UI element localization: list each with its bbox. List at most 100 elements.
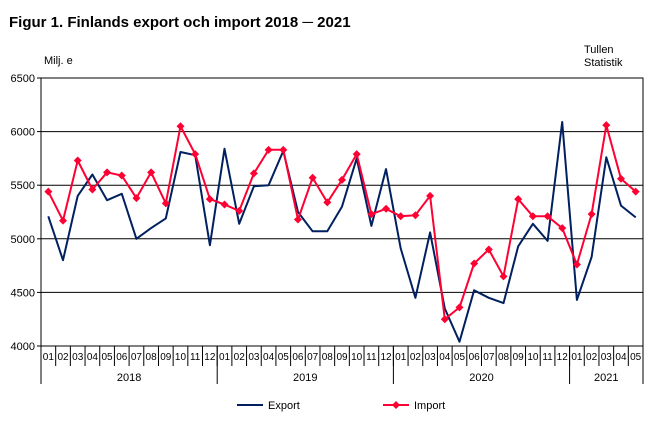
x-tick-label-month: 02 [586,352,598,363]
data-point-import [631,187,640,196]
x-tick-label-month: 03 [72,352,84,363]
data-point-import [88,185,97,194]
data-point-import [572,260,581,269]
data-point-import [235,206,244,215]
data-point-import [396,212,405,221]
legend-label-import: Import [414,400,445,412]
legend-label-export: Export [268,400,300,412]
data-point-import [191,150,200,159]
source-line-2: Statistik [584,57,623,69]
x-tick-label-month: 06 [116,352,128,363]
x-tick-label-month: 05 [630,352,642,363]
data-point-import [426,191,435,200]
x-tick-label-month: 05 [278,352,290,363]
x-tick-label-month: 01 [571,352,583,363]
x-tick-label-month: 09 [513,352,525,363]
data-point-import [161,199,170,208]
data-point-import [543,212,552,221]
x-tick-label-month: 12 [380,352,392,363]
x-tick-label-month: 04 [439,352,451,363]
plot-area-frame [40,77,644,347]
data-point-import [528,212,537,221]
x-tick-label-month: 03 [601,352,613,363]
x-tick-label-month: 08 [322,352,334,363]
x-tick-label-month: 09 [336,352,348,363]
y-unit-label: Milj. e [44,55,73,67]
x-tick-label-month: 03 [425,352,437,363]
data-point-import [279,145,288,154]
x-tick-label-month: 12 [204,352,216,363]
data-point-import [616,174,625,183]
data-point-import [59,216,68,225]
y-tick-label: 5000 [11,234,35,246]
legend-marker [392,401,400,409]
data-point-import [602,121,611,130]
x-tick-label-month: 10 [175,352,187,363]
x-tick-label-month: 02 [410,352,422,363]
data-point-import [308,173,317,182]
data-point-import [73,156,82,165]
data-point-import [411,211,420,220]
x-tick-label-month: 06 [469,352,481,363]
data-point-import [293,215,302,224]
x-tick-label-year: 2020 [469,372,493,384]
x-tick-label-month: 06 [292,352,304,363]
series-line-import [47,124,637,321]
source-line-1: Tullen [584,44,614,56]
gridlines [41,77,643,347]
x-tick-label-month: 01 [219,352,231,363]
x-tick-label-month: 01 [43,352,55,363]
data-point-import [514,195,523,204]
x-tick-label-month: 02 [57,352,69,363]
y-tick-label: 4000 [11,341,35,353]
x-tick-label-month: 03 [248,352,260,363]
series-lines [44,121,640,343]
x-tick-label-month: 02 [234,352,246,363]
x-tick-label-year: 2018 [117,372,141,384]
data-point-import [558,224,567,233]
x-tick-label-month: 12 [557,352,569,363]
y-tick-label: 6000 [11,127,35,139]
data-point-import [147,168,156,177]
data-point-import [249,169,258,178]
y-tick-label: 4500 [11,287,35,299]
data-point-import [367,210,376,219]
data-point-import [455,303,464,312]
x-tick-label-month: 05 [102,352,114,363]
x-tick-label-month: 11 [542,352,553,363]
data-point-import [176,122,185,131]
chart-title: Figur 1. Finlands export och import 2018… [9,14,351,31]
data-point-import [117,171,126,180]
data-point-import [587,210,596,219]
data-point-import [264,145,273,154]
x-tick-label-month: 05 [454,352,466,363]
x-tick-label-month: 07 [131,352,143,363]
series-line-export [47,121,637,343]
data-point-import [484,245,493,254]
data-point-import [220,200,229,209]
data-point-import [352,150,361,159]
x-tick-label-month: 10 [351,352,363,363]
x-tick-label-year: 2019 [293,372,317,384]
x-tick-label-month: 07 [483,352,495,363]
x-tick-label-month: 11 [190,352,201,363]
source-label: Tullen Statistik [584,44,623,70]
data-point-import [205,195,214,204]
x-tick-label-year: 2021 [594,372,618,384]
y-tick-label: 6500 [11,73,35,85]
data-point-import [132,194,141,203]
x-tick-label-month: 11 [366,352,377,363]
data-point-import [44,187,53,196]
data-point-import [470,259,479,268]
x-tick-label-month: 04 [615,352,627,363]
data-point-import [103,168,112,177]
x-tick-label-month: 04 [263,352,275,363]
data-point-import [499,272,508,281]
data-point-import [323,198,332,207]
x-tick-label-month: 08 [498,352,510,363]
x-tick-label-month: 07 [307,352,319,363]
data-point-import [440,315,449,324]
x-tick-label-month: 01 [395,352,407,363]
